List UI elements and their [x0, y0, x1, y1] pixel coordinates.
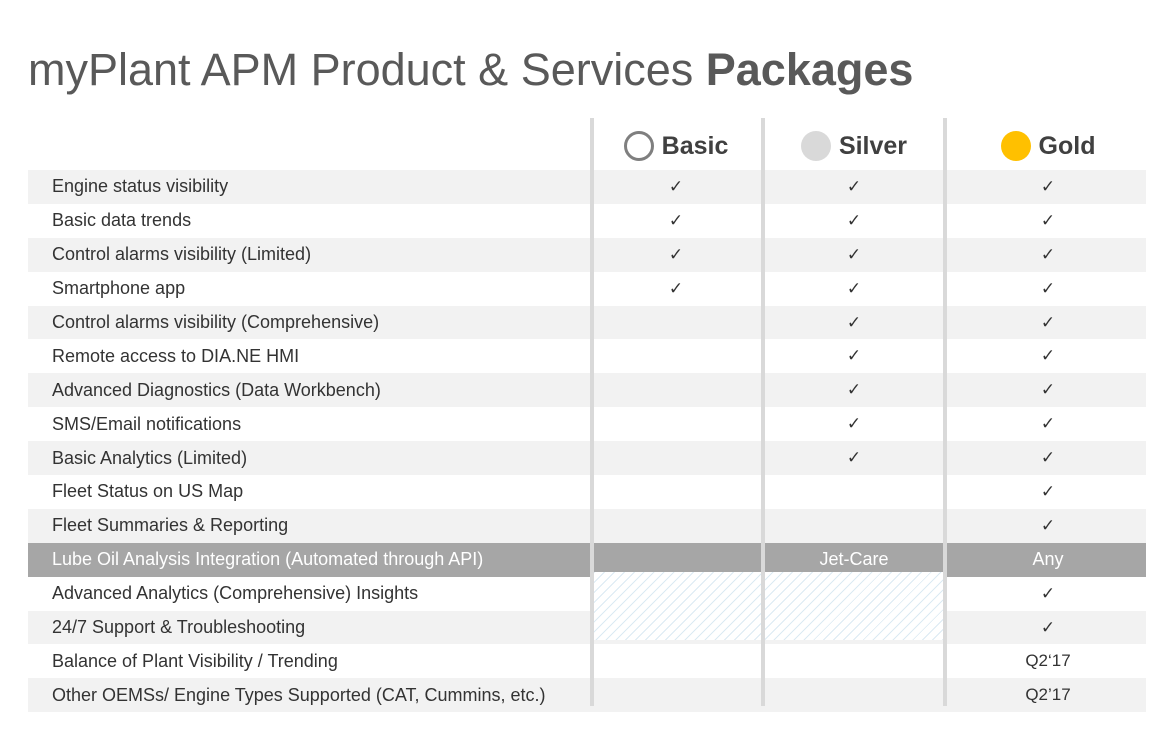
feature-label: Lube Oil Analysis Integration (Automated… [52, 549, 484, 570]
check-icon: ✓ [1040, 278, 1056, 298]
title-regular: myPlant APM Product & Services [28, 44, 706, 95]
silver-circle-icon [800, 131, 831, 161]
check-icon: ✓ [846, 244, 862, 264]
outline-circle-icon [623, 131, 654, 161]
check-icon: ✓ [1040, 312, 1056, 332]
table-body: Engine status visibility ✓ ✓ ✓ Basic data tr… [28, 170, 1146, 713]
table-row: Basic Analytics (Limited) ✓ ✓ [28, 441, 1146, 476]
package-name-basic: Basic [661, 131, 729, 160]
check-icon: ✓ [1040, 481, 1056, 501]
cell-basic [594, 644, 758, 678]
feature-label: Advanced Analytics (Comprehensive) Insig… [52, 583, 419, 604]
check-icon: ✓ [846, 414, 862, 434]
feature-label: Balance of Plant Visibility / Trending [52, 650, 338, 671]
cell-gold: Q2’17 [1025, 685, 1071, 705]
gold-circle-icon [1000, 131, 1031, 161]
cell-basic [594, 509, 758, 543]
check-icon: ✓ [1040, 380, 1056, 400]
page-title: myPlant APM Product & Services Packages [28, 40, 913, 100]
feature-label: Basic data trends [52, 210, 192, 231]
table-row: Engine status visibility ✓ ✓ ✓ [28, 170, 1146, 204]
check-icon: ✓ [846, 210, 862, 230]
check-icon: ✓ [846, 176, 862, 196]
cell-gold: Q2‘17 [1025, 651, 1071, 671]
check-icon: ✓ [668, 244, 684, 264]
cell-basic [594, 407, 758, 441]
check-icon: ✓ [1040, 583, 1056, 603]
table-row: Fleet Summaries & Reporting ✓ [28, 508, 1146, 543]
check-icon: ✓ [1040, 617, 1056, 637]
check-icon: ✓ [1040, 346, 1056, 366]
table-row: Other OEMSs/ Engine Types Supported (CAT… [28, 678, 1146, 713]
table-row: Control alarms visibility (Limited) ✓ ✓ ✓ [28, 237, 1146, 272]
check-icon: ✓ [668, 278, 684, 298]
cell-basic [594, 678, 758, 712]
table-row: Smartphone app ✓ ✓ ✓ [28, 272, 1146, 306]
feature-label: Advanced Diagnostics (Data Workbench) [52, 379, 381, 400]
feature-label: 24/7 Support & Troubleshooting [52, 617, 306, 638]
header-gold: Gold [950, 126, 1146, 166]
table-header: Basic Silver Gold [28, 118, 1146, 170]
cell-basic [594, 306, 758, 340]
feature-label: Engine status visibility [52, 176, 229, 197]
table-row: Advanced Analytics (Comprehensive) Insig… [28, 577, 1146, 611]
check-icon: ✓ [846, 312, 862, 332]
column-divider-basic [590, 118, 594, 706]
table-row: Remote access to DIA.NE HMI ✓ ✓ [28, 339, 1146, 373]
check-icon: ✓ [1040, 210, 1056, 230]
check-icon: ✓ [1040, 176, 1056, 196]
feature-label: Smartphone app [52, 278, 186, 299]
table-row: SMS/Email notifications ✓ ✓ [28, 407, 1146, 441]
table-row: Advanced Diagnostics (Data Workbench) ✓ ✓ [28, 373, 1146, 408]
table-row: 24/7 Support & Troubleshooting ✓ [28, 610, 1146, 645]
hatch-area [594, 572, 943, 640]
cell-basic [594, 373, 758, 407]
table-row: Lube Oil Analysis Integration (Automated… [28, 542, 1146, 577]
feature-label: SMS/Email notifications [52, 413, 242, 434]
table-row: Balance of Plant Visibility / Trending Q2… [28, 644, 1146, 678]
cell-basic [594, 441, 758, 475]
header-silver: Silver [766, 126, 942, 166]
column-divider-gold [943, 118, 947, 706]
table-row: Control alarms visibility (Comprehensive… [28, 305, 1146, 340]
feature-label: Fleet Summaries & Reporting [52, 515, 289, 536]
check-icon: ✓ [846, 380, 862, 400]
check-icon: ✓ [846, 278, 862, 298]
cell-basic [594, 475, 758, 509]
check-icon: ✓ [668, 176, 684, 196]
column-divider-silver [761, 118, 765, 706]
package-name-silver: Silver [838, 131, 908, 160]
cell-silver [766, 644, 942, 678]
feature-label: Remote access to DIA.NE HMI [52, 345, 300, 366]
table-row: Fleet Status on US Map ✓ [28, 475, 1146, 509]
package-name-gold: Gold [1038, 131, 1096, 160]
feature-label: Control alarms visibility (Limited) [52, 244, 312, 265]
cell-gold: Any [1032, 549, 1064, 570]
cell-basic [594, 339, 758, 373]
cell-silver [766, 678, 942, 712]
title-bold: Packages [705, 44, 914, 95]
check-icon: ✓ [1040, 244, 1056, 264]
feature-label: Fleet Status on US Map [52, 481, 244, 502]
feature-label: Basic Analytics (Limited) [52, 447, 248, 468]
check-icon: ✓ [846, 346, 862, 366]
check-icon: ✓ [1040, 414, 1056, 434]
feature-label: Other OEMSs/ Engine Types Supported (CAT… [52, 684, 546, 705]
table-row: Basic data trends ✓ ✓ ✓ [28, 204, 1146, 238]
header-basic: Basic [594, 126, 758, 166]
check-icon: ✓ [1040, 448, 1056, 468]
cell-silver: Jet-Care [819, 549, 889, 570]
check-icon: ✓ [1040, 515, 1056, 535]
check-icon: ✓ [668, 210, 684, 230]
check-icon: ✓ [846, 448, 862, 468]
cell-silver [766, 475, 942, 509]
cell-silver [766, 509, 942, 543]
feature-label: Control alarms visibility (Comprehensive… [52, 312, 380, 332]
